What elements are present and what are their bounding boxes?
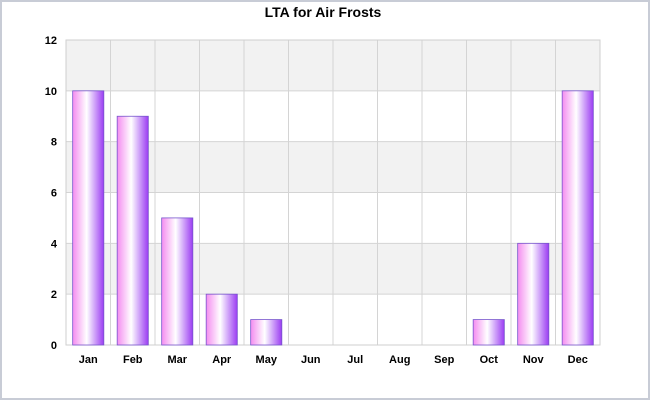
x-tick-label: Jul	[347, 354, 363, 366]
y-tick-label: 4	[51, 238, 58, 250]
x-tick-label: Jan	[79, 354, 98, 366]
plot-area	[65, 39, 601, 346]
bar-nov	[517, 242, 550, 346]
y-tick-label: 0	[51, 340, 57, 352]
x-tick-label: Feb	[123, 354, 143, 366]
bar-mar	[161, 217, 194, 346]
x-tick-label: Mar	[167, 354, 187, 366]
x-tick-label: Nov	[523, 354, 545, 366]
y-tick-label: 6	[51, 188, 57, 200]
x-tick-label: Oct	[480, 354, 499, 366]
y-tick-label: 8	[51, 137, 57, 149]
y-tick-label: 12	[45, 35, 57, 47]
chart-title: LTA for Air Frosts	[264, 4, 382, 20]
y-tick-label: 10	[45, 86, 57, 98]
x-tick-label: May	[256, 354, 278, 366]
x-tick-label: Dec	[568, 354, 588, 366]
bar-jan	[72, 90, 105, 346]
x-tick-label: Jun	[301, 354, 321, 366]
bar-feb	[116, 115, 149, 346]
x-tick-label: Aug	[389, 354, 410, 366]
bar-oct	[472, 319, 505, 346]
y-tick-label: 2	[51, 289, 57, 301]
bar-dec	[561, 90, 594, 346]
x-tick-label: Sep	[434, 354, 454, 366]
bar-may	[250, 319, 283, 346]
x-tick-label: Apr	[212, 354, 232, 366]
bar-apr	[205, 293, 238, 346]
